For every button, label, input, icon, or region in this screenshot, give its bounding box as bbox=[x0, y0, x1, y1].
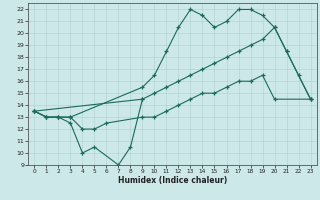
X-axis label: Humidex (Indice chaleur): Humidex (Indice chaleur) bbox=[118, 176, 227, 185]
